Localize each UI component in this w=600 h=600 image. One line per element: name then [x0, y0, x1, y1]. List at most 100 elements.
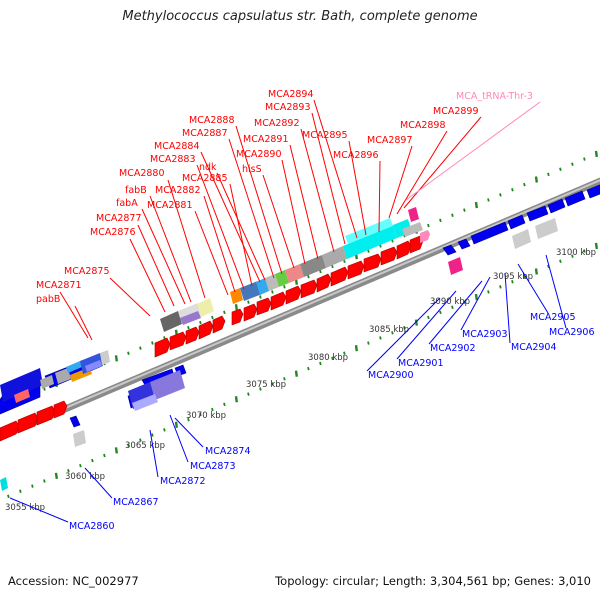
domain-box[interactable] — [40, 375, 54, 389]
forward-gene-label[interactable]: ndk — [199, 162, 217, 173]
forward-gene-label[interactable]: MCA2880 — [119, 168, 165, 179]
forward-gene-label[interactable]: MCA2882 — [155, 185, 201, 196]
gene-arrow[interactable] — [564, 190, 586, 207]
forward-gene-label[interactable]: MCA2891 — [243, 134, 289, 145]
domain-box[interactable] — [100, 350, 110, 365]
gene-arrow[interactable] — [231, 308, 244, 326]
domain-box[interactable] — [256, 278, 269, 295]
forward-gene-label[interactable]: MCA2892 — [254, 118, 300, 129]
reverse-gene-label[interactable]: MCA2903 — [462, 329, 508, 340]
forward-gene-label[interactable]: MCA2885 — [182, 173, 228, 184]
domain-box[interactable] — [14, 389, 30, 403]
reverse-gene-label[interactable]: MCA2860 — [69, 521, 115, 532]
gene-arrow[interactable] — [442, 244, 457, 256]
domain-box[interactable] — [300, 255, 326, 277]
gene-arrow[interactable] — [547, 198, 566, 214]
gene-arrow[interactable] — [363, 253, 382, 273]
gene-arrow[interactable] — [17, 412, 39, 434]
domain-box[interactable] — [402, 222, 423, 237]
domain-box[interactable] — [180, 311, 201, 325]
gene-arrow[interactable] — [380, 246, 398, 266]
forward-gene-label[interactable]: MCA2883 — [150, 154, 196, 165]
gene-arrow[interactable] — [285, 285, 302, 305]
domain-box[interactable] — [197, 298, 214, 317]
reverse-gene-label[interactable]: MCA2902 — [430, 343, 476, 354]
domain-box[interactable] — [230, 288, 243, 304]
domain-box[interactable] — [55, 368, 71, 384]
reverse-gene-label[interactable]: MCA2867 — [113, 497, 159, 508]
forward-gene-label[interactable]: MCA2875 — [64, 266, 110, 277]
forward-gene-label[interactable]: MCA2894 — [268, 89, 314, 100]
domain-box[interactable] — [285, 264, 304, 283]
forward-gene-label[interactable]: MCA2896 — [333, 150, 379, 161]
gene-arrow[interactable] — [154, 337, 171, 358]
gene-arrow[interactable] — [586, 184, 600, 199]
gene-arrow[interactable] — [185, 326, 200, 345]
gene-arrow[interactable] — [212, 315, 226, 334]
domain-box[interactable] — [265, 274, 279, 291]
gene-arrow[interactable] — [396, 240, 412, 260]
domain-box[interactable] — [322, 246, 347, 268]
forward-gene-label[interactable]: pabB — [36, 294, 60, 305]
gene-arrow[interactable] — [316, 273, 332, 293]
reverse-gene-label[interactable]: MCA2901 — [398, 358, 444, 369]
domain-box[interactable] — [66, 361, 82, 373]
reverse-gene-label[interactable]: MCA2900 — [368, 370, 414, 381]
reverse-gene-label[interactable]: MCA2904 — [511, 342, 557, 353]
reverse-gene-label[interactable]: MCA2872 — [160, 476, 206, 487]
gene-arrow[interactable] — [256, 297, 272, 316]
reverse-gene-label[interactable]: MCA2874 — [205, 446, 251, 457]
forward-gene-label[interactable]: MCA2888 — [189, 115, 235, 126]
gene-arrow[interactable] — [36, 405, 56, 426]
gene-arrow[interactable] — [300, 279, 318, 299]
domain-box[interactable] — [150, 370, 185, 400]
domain-box[interactable] — [160, 311, 182, 332]
domain-box[interactable] — [85, 360, 102, 372]
reverse-gene-label[interactable]: MCA2873 — [190, 461, 236, 472]
trna-label[interactable]: MCA_tRNA-Thr-3 — [456, 91, 533, 102]
gene-arrow[interactable] — [270, 291, 287, 311]
gene-arrow[interactable] — [330, 266, 349, 287]
forward-gene-label[interactable]: MCA2877 — [96, 213, 142, 224]
domain-box[interactable] — [73, 430, 86, 447]
gene-arrow[interactable] — [69, 415, 81, 428]
domain-box[interactable] — [275, 270, 289, 287]
domain-box[interactable] — [132, 394, 158, 411]
forward-gene-label[interactable]: MCA2890 — [236, 149, 282, 160]
reverse-gene-label[interactable]: MCA2906 — [549, 327, 595, 338]
gene-arrow[interactable] — [409, 235, 424, 254]
gene-arrow[interactable] — [457, 238, 471, 250]
reverse-gene-label[interactable]: MCA2905 — [530, 312, 576, 323]
gene-arrow[interactable] — [507, 214, 526, 230]
forward-gene-label[interactable]: MCA2897 — [367, 135, 413, 146]
domain-box[interactable] — [240, 281, 262, 301]
domain-box[interactable] — [512, 229, 531, 249]
gene-arrow[interactable] — [470, 221, 509, 245]
forward-gene-label[interactable]: MCA2887 — [182, 128, 228, 139]
domain-box[interactable] — [0, 477, 8, 491]
gene-arrow[interactable] — [347, 260, 365, 280]
domain-box[interactable] — [535, 218, 558, 239]
forward-gene-label[interactable]: hisS — [242, 164, 262, 175]
domain-box[interactable] — [448, 257, 463, 275]
forward-gene-label[interactable]: MCA2881 — [147, 200, 193, 211]
domain-box[interactable] — [343, 225, 397, 259]
domain-box[interactable] — [408, 207, 419, 222]
gene-arrow[interactable] — [0, 420, 20, 442]
gene-arrow[interactable] — [169, 331, 187, 351]
forward-gene-label[interactable]: MCA2871 — [36, 280, 82, 291]
gene-arrow[interactable] — [526, 205, 549, 222]
forward-gene-label[interactable]: fabA — [116, 198, 138, 209]
forward-gene-label[interactable]: MCA2895 — [302, 130, 348, 141]
gene-arrow[interactable] — [198, 320, 214, 340]
gene-arrow[interactable] — [53, 400, 68, 419]
domain-box[interactable] — [0, 368, 43, 402]
trna-feature[interactable] — [420, 230, 430, 243]
forward-gene-label[interactable]: fabB — [125, 185, 147, 196]
forward-gene-label[interactable]: MCA2893 — [265, 102, 311, 113]
forward-gene-label[interactable]: MCA2898 — [400, 120, 446, 131]
forward-gene-label[interactable]: MCA2876 — [90, 227, 136, 238]
forward-gene-label[interactable]: MCA2899 — [433, 106, 479, 117]
gene-arrow[interactable] — [243, 303, 258, 322]
forward-gene-label[interactable]: MCA2884 — [154, 141, 200, 152]
